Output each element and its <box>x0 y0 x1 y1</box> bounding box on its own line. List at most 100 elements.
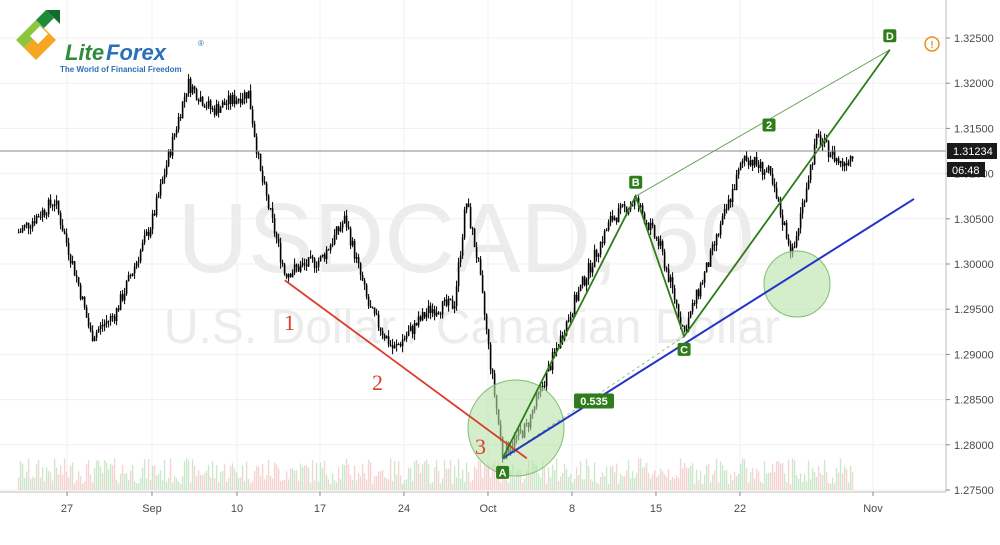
volume-bar <box>485 466 488 490</box>
volume-bar <box>385 478 388 490</box>
candle-body <box>561 335 564 340</box>
candle-body <box>683 325 686 330</box>
candle-body <box>197 99 200 102</box>
volume-bar <box>461 469 464 490</box>
candle-body <box>723 209 726 216</box>
candle-body <box>819 135 822 146</box>
volume-bar <box>367 459 370 490</box>
volume-bar <box>561 472 564 490</box>
candle-body <box>165 165 168 175</box>
volume-bar <box>57 474 60 490</box>
candle-body <box>151 213 154 230</box>
volume-bar <box>305 465 308 490</box>
volume-bar <box>469 482 472 490</box>
volume-bar <box>819 472 822 490</box>
candle-body <box>177 117 180 130</box>
volume-bar <box>245 461 248 490</box>
volume-bar <box>355 480 358 490</box>
price-tick-label: 1.29500 <box>954 304 994 316</box>
volume-bar <box>715 458 718 490</box>
volume-bar <box>799 473 802 490</box>
candle-body <box>427 305 430 314</box>
volume-bar <box>535 465 538 490</box>
volume-bar <box>499 482 502 490</box>
volume-bar <box>449 459 452 490</box>
annotation-labels: A B C D 0.535 2 1 2 3 <box>284 29 897 479</box>
candle-body <box>597 254 600 257</box>
candle-body <box>737 169 740 175</box>
candle-body <box>589 263 592 273</box>
volume-bar <box>181 476 184 490</box>
volume-bar <box>821 474 824 490</box>
volume-bar <box>703 475 706 490</box>
volume-bar <box>161 480 164 490</box>
candle-body <box>349 228 352 246</box>
volume-bar <box>837 472 840 490</box>
volume-bar <box>545 483 548 490</box>
candle-body <box>777 198 780 202</box>
volume-bar <box>51 480 54 490</box>
price-tick-label: 1.29000 <box>954 349 994 361</box>
price-axis[interactable]: 1.325001.320001.315001.310001.305001.300… <box>946 33 994 497</box>
time-tick-label: 24 <box>398 503 410 515</box>
volume-bar <box>661 471 664 490</box>
volume-bar <box>415 460 418 490</box>
candle-body <box>793 246 796 248</box>
candle-body <box>323 254 326 260</box>
volume-bar <box>235 472 238 490</box>
candle-body <box>231 94 234 105</box>
volume-bar <box>767 472 770 490</box>
volume-bar <box>429 483 432 490</box>
volume-bar <box>27 458 30 490</box>
volume-bar <box>295 470 298 490</box>
volume-bar <box>227 478 230 490</box>
candle-body <box>387 336 390 345</box>
volume-bar <box>487 463 490 490</box>
volume-bar <box>195 475 198 490</box>
time-tick-label: 22 <box>734 503 746 515</box>
volume-bar <box>653 470 656 490</box>
volume-bar <box>293 470 296 490</box>
volume-bar <box>323 460 326 490</box>
volume-bar <box>437 470 440 490</box>
candle-body <box>389 344 392 346</box>
candle-body <box>279 242 282 263</box>
candle-body <box>713 244 716 246</box>
candle-body <box>285 274 288 278</box>
volume-bar <box>629 478 632 490</box>
candle-body <box>367 296 370 307</box>
candle-body <box>435 312 438 316</box>
volume-bar <box>85 464 88 490</box>
candle-body <box>51 205 54 207</box>
volume-bar <box>643 466 646 490</box>
candle-body <box>215 104 218 115</box>
channel-label-2-text: 2 <box>766 120 772 132</box>
candle-body <box>319 256 322 261</box>
candle-body <box>185 93 188 97</box>
time-axis[interactable]: 27 Sep 10 17 24 Oct 8 15 22 Nov <box>61 492 883 515</box>
candle-body <box>377 314 380 328</box>
volume-bar <box>649 478 652 490</box>
volume-bar <box>301 466 304 490</box>
alert-icon[interactable]: ! <box>924 36 940 52</box>
candle-body <box>431 309 434 313</box>
fib-ratio-label-text: 0.535 <box>580 396 608 408</box>
volume-bar <box>217 482 220 490</box>
volume-bar <box>283 479 286 490</box>
volume-bar <box>233 468 236 490</box>
price-tick-label: 1.32500 <box>954 33 994 45</box>
volume-bar <box>605 466 608 490</box>
candle-body <box>117 308 120 311</box>
volume-bar <box>55 467 58 490</box>
volume-bar <box>557 481 560 490</box>
volume-bar <box>315 463 318 490</box>
volume-bar <box>413 461 416 490</box>
volume-bar <box>813 472 816 490</box>
candle-body <box>249 90 252 110</box>
point-label-d-text: D <box>886 31 894 43</box>
volume-bar <box>839 458 842 490</box>
candle-body <box>835 158 838 162</box>
candle-body <box>419 316 422 321</box>
candle-body <box>741 160 744 164</box>
